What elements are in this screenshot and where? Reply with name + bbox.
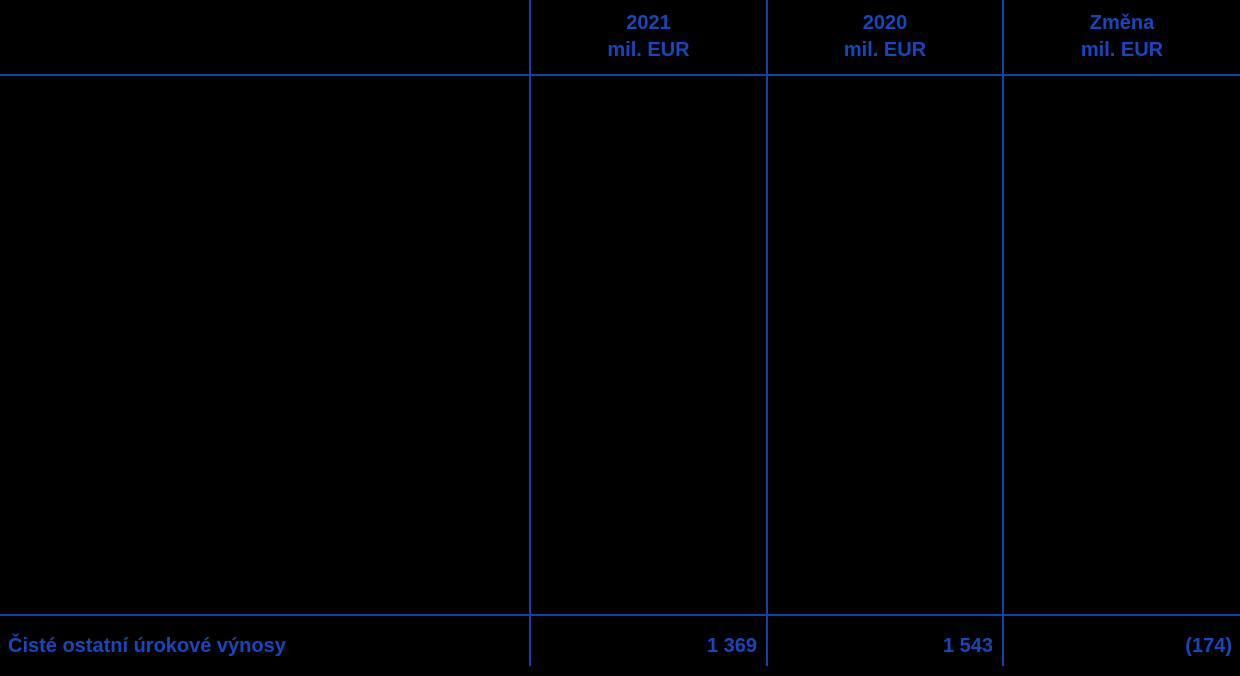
column-header-year: 2020 [862, 12, 908, 34]
column-header-zmena: Změna mil. EUR [1004, 0, 1240, 74]
column-header-2020: 2020 mil. EUR [768, 0, 1002, 74]
column-header-unit: mil. EUR [1080, 39, 1164, 61]
column-header-year: 2021 [626, 12, 671, 34]
total-row-label: Čisté ostatní úrokové výnosy [8, 634, 286, 657]
column-divider-3 [1002, 0, 1004, 666]
column-header-unit: mil. EUR [843, 39, 927, 61]
table-body-empty [0, 76, 1240, 614]
total-row-divider-line [0, 614, 1240, 616]
total-value-2020: 1 543 [942, 634, 993, 657]
total-value-2021: 1 369 [706, 634, 757, 657]
column-header-year: Změna [1089, 12, 1155, 34]
total-value-zmena: (174) [1185, 634, 1232, 657]
column-header-unit: mil. EUR [607, 39, 690, 61]
column-header-2021: 2021 mil. EUR [531, 0, 766, 74]
column-divider-2 [766, 0, 768, 666]
header-divider-line [0, 74, 1240, 76]
column-divider-1 [529, 0, 531, 666]
